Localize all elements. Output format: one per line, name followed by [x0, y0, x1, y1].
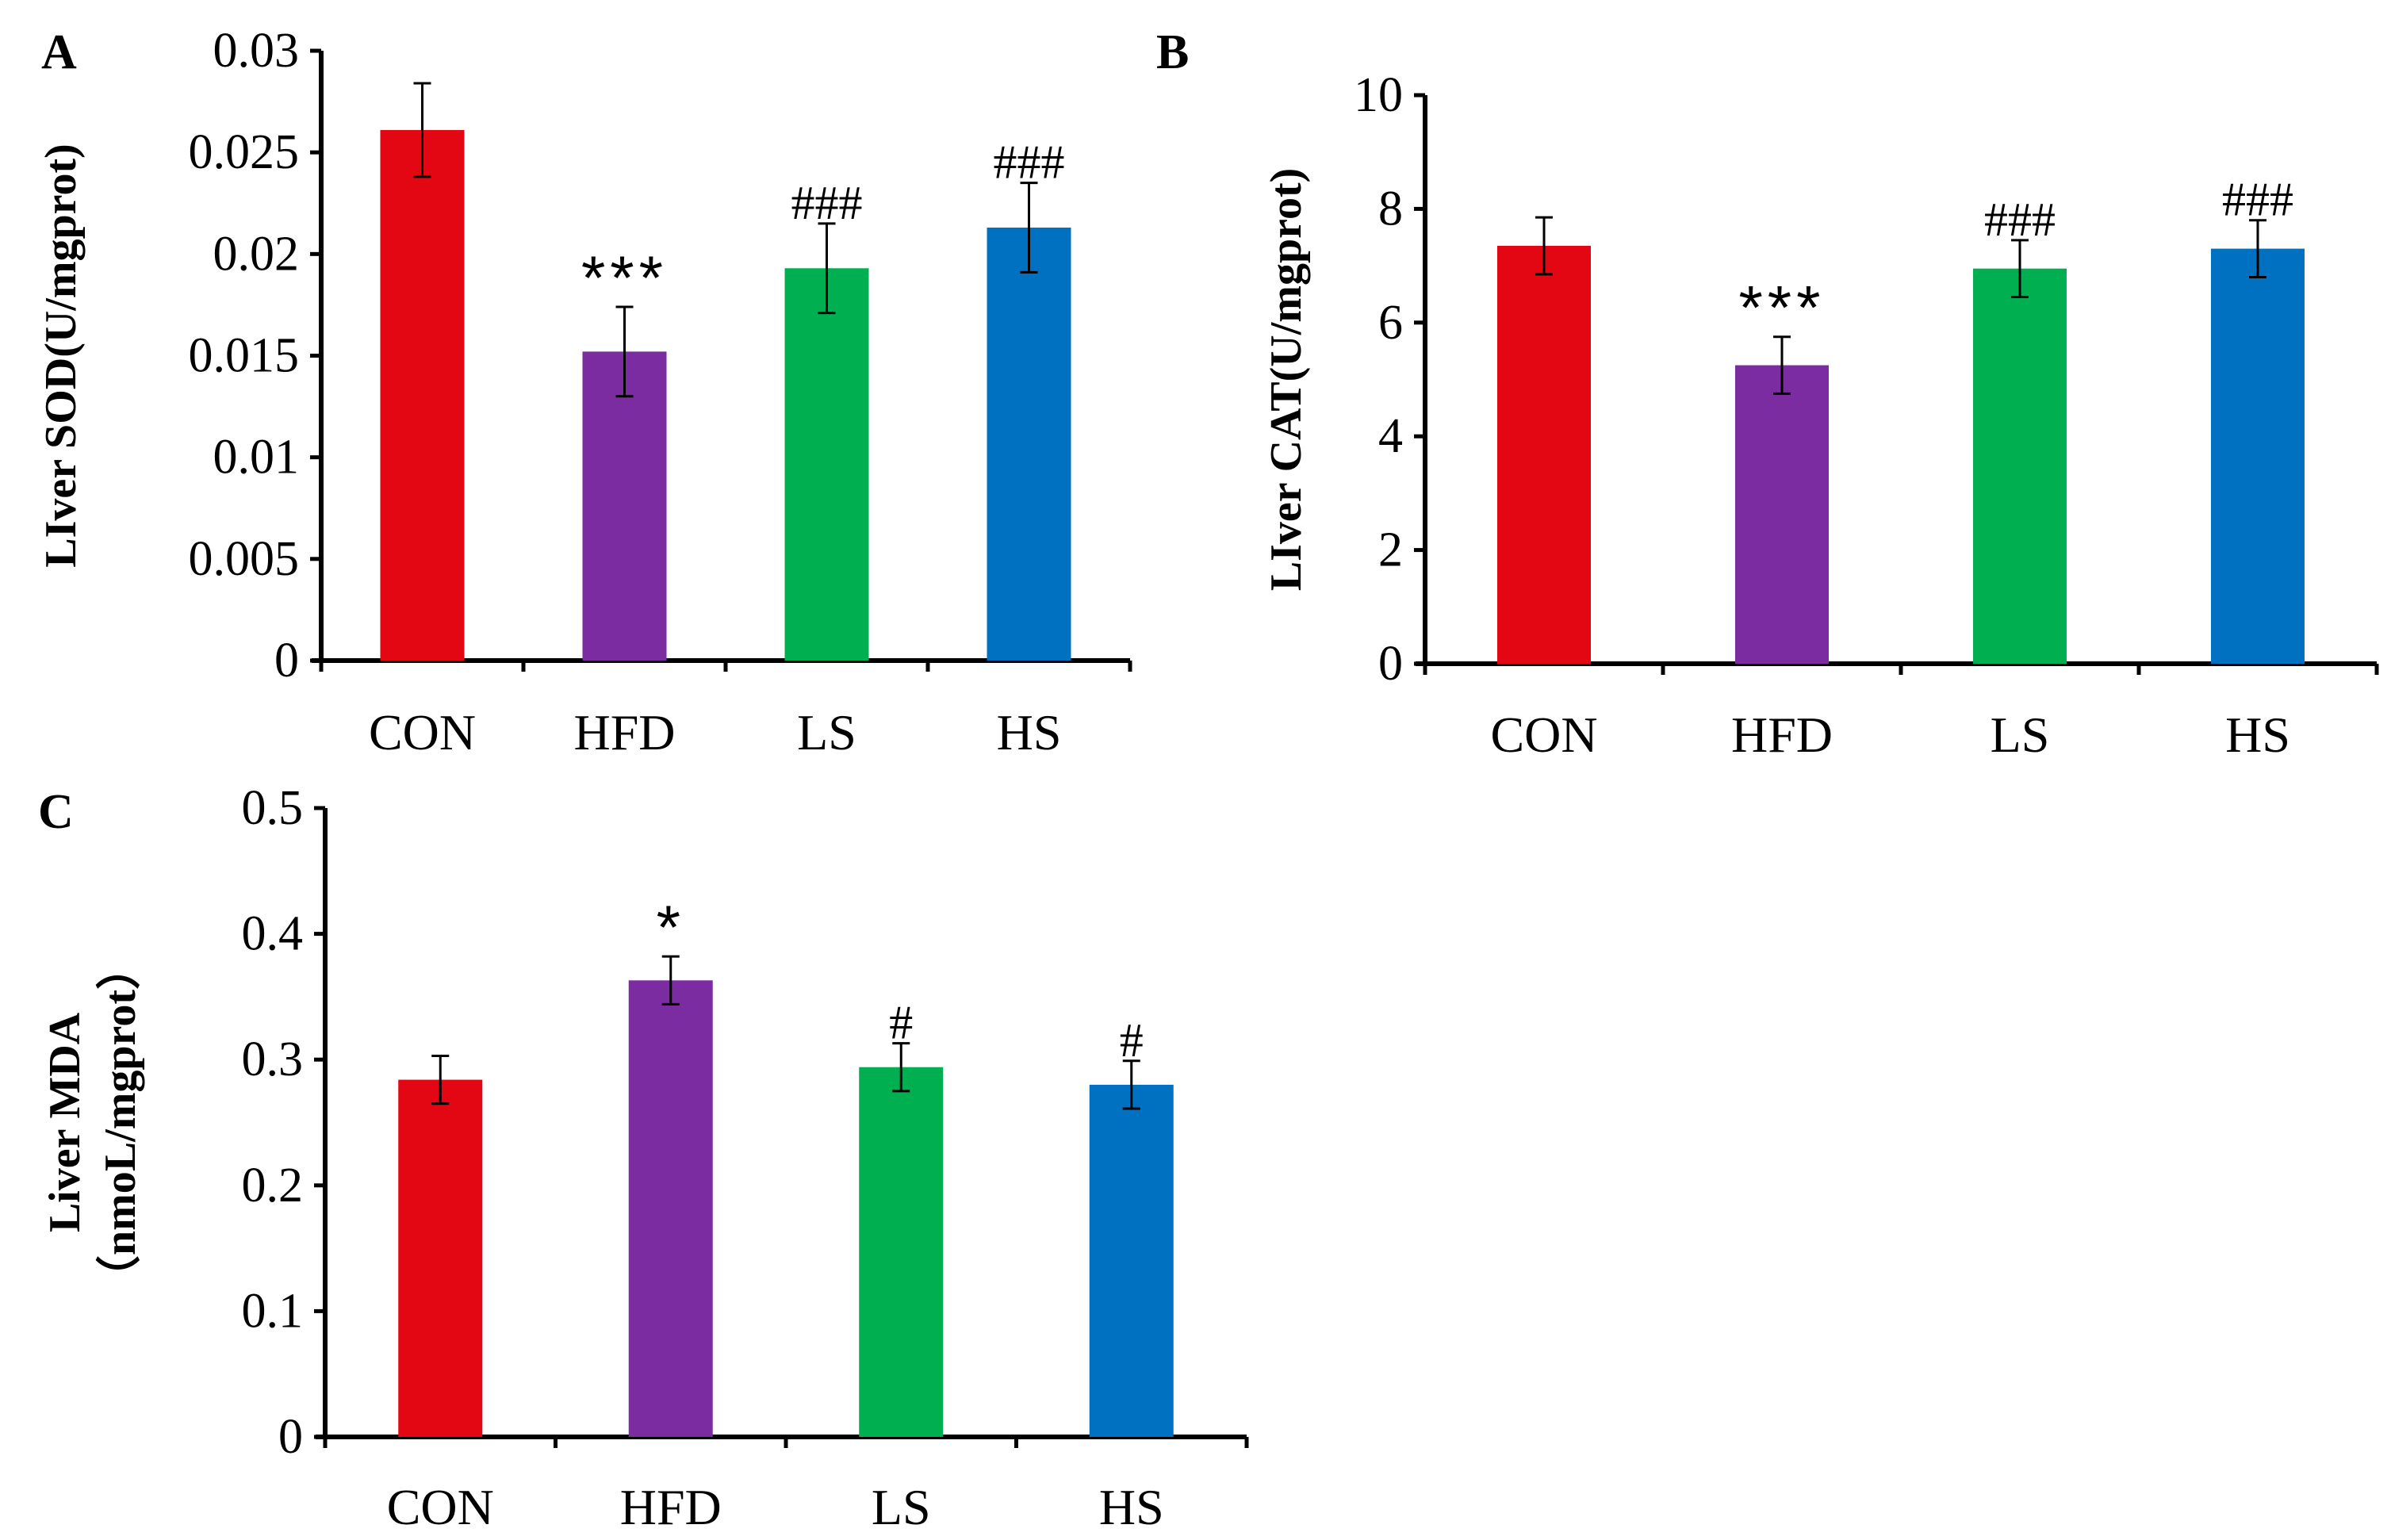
x-tick-label: LS: [1991, 707, 2050, 763]
significance-marker: ###: [994, 136, 1065, 189]
y-axis-title: Liver MDA: [40, 1012, 90, 1232]
significance-marker: ###: [1984, 193, 2056, 246]
y-tick-label: 0.005: [189, 532, 300, 586]
y-tick-label: 0.01: [213, 431, 300, 485]
y-tick-label: 2: [1378, 523, 1403, 577]
y-tick-label: 4: [1378, 409, 1403, 463]
y-tick-label: 0: [1378, 637, 1403, 691]
panel-a: A 0 0.005 0.01 0.015 0.02 0.025 0.03 CON *** HFD #…: [36, 24, 1132, 760]
bar-con: [1497, 246, 1591, 664]
y-tick-label: 0.5: [242, 781, 304, 835]
bar-hs: [2211, 248, 2305, 665]
y-tick-label: 0.1: [242, 1284, 304, 1338]
bar-con: [398, 1079, 483, 1437]
x-tick-label: HS: [2225, 707, 2290, 763]
y-tick-label: 0.4: [242, 907, 304, 961]
y-tick-label: 6: [1378, 296, 1403, 350]
x-tick-label: HFD: [573, 704, 675, 760]
x-tick-label: CON: [1490, 707, 1597, 763]
bar-ls: [784, 268, 869, 661]
x-tick-label: LS: [872, 1479, 931, 1535]
significance-marker: *: [657, 892, 685, 962]
significance-marker: ***: [581, 243, 668, 312]
significance-marker: ***: [1738, 273, 1825, 343]
x-tick-label: CON: [369, 704, 476, 760]
y-axis-title-unit: （nmoL/mgprot）: [95, 945, 145, 1300]
bar-hfd: [628, 980, 713, 1437]
y-axis-title: LIver SOD(U/mgprot): [36, 144, 86, 568]
panel-b: B 0 2 4 6 8 10 CON *** HFD ### LS ### HS LIver CAT(U/…: [1156, 25, 2379, 763]
panel-letter: C: [38, 785, 74, 839]
y-tick-label: 10: [1354, 68, 1403, 122]
y-tick-label: 0.015: [189, 329, 300, 383]
significance-marker: ###: [2222, 174, 2293, 226]
x-tick-label: HS: [1099, 1479, 1164, 1535]
bar-ls: [1973, 268, 2067, 664]
y-axis-title: LIver CAT(U/mgprot): [1262, 168, 1311, 592]
x-tick-label: LS: [797, 704, 856, 760]
bar-hs: [1089, 1084, 1174, 1437]
y-tick-label: 0.03: [213, 24, 300, 78]
panel-c: C 0 0.1 0.2 0.3 0.4 0.5 CON * HFD # LS # HS Liver MDA…: [38, 781, 1249, 1535]
x-tick-label: CON: [387, 1479, 494, 1535]
bar-con: [380, 129, 465, 661]
bar-hs: [987, 228, 1071, 661]
y-tick-label: 0: [274, 634, 299, 688]
significance-marker: #: [1120, 1014, 1144, 1067]
y-tick-label: 0.3: [242, 1032, 304, 1086]
bar-ls: [859, 1067, 944, 1437]
x-tick-label: HFD: [1731, 707, 1833, 763]
y-tick-label: 8: [1378, 182, 1403, 236]
x-tick-label: HS: [997, 704, 1062, 760]
panel-letter: A: [41, 25, 77, 79]
panel-letter: B: [1156, 25, 1189, 79]
x-tick-label: HFD: [620, 1479, 722, 1535]
y-tick-label: 0.02: [213, 227, 300, 281]
bar-hfd: [582, 351, 667, 661]
significance-marker: ###: [791, 177, 863, 229]
y-tick-label: 0.025: [189, 125, 300, 179]
significance-marker: #: [889, 997, 913, 1049]
bar-hfd: [1735, 365, 1829, 664]
y-tick-label: 0: [278, 1410, 303, 1464]
y-tick-label: 0.2: [242, 1159, 304, 1212]
